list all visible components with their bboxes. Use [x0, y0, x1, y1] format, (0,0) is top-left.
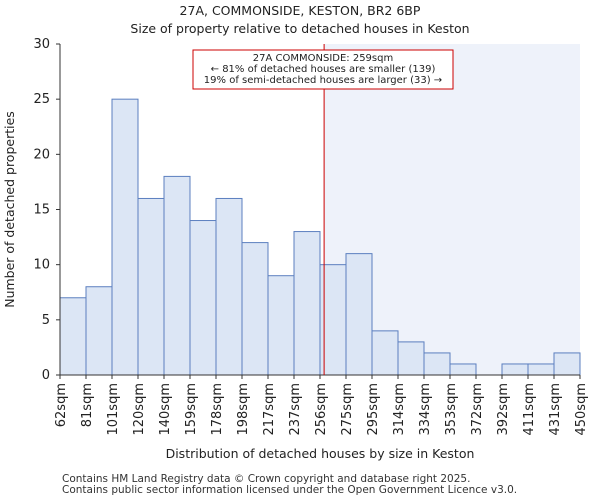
bar: [85, 286, 113, 376]
x-tick-label: 411sqm: [522, 383, 537, 436]
bar: [189, 220, 217, 376]
footer-copyright: Contains HM Land Registry data © Crown c…: [62, 473, 471, 485]
x-tick-label: 140sqm: [158, 383, 173, 436]
bar: [293, 231, 321, 376]
y-tick-label: 20: [33, 147, 50, 162]
annotation-box: [192, 49, 454, 90]
x-tick-label: 81sqm: [80, 383, 95, 427]
bar: [59, 297, 87, 376]
y-tick-label: 15: [33, 203, 50, 218]
bar: [267, 275, 295, 376]
x-tick-label: 159sqm: [184, 383, 199, 436]
x-tick-label: 256sqm: [314, 383, 329, 436]
x-tick-label: 120sqm: [132, 383, 147, 436]
annotation-text: 27A COMMONSIDE: 259sqm: [253, 53, 393, 64]
x-tick-label: 372sqm: [470, 383, 485, 436]
y-tick-label: 0: [42, 368, 50, 383]
y-tick-label: 5: [42, 313, 50, 328]
chart-subtitle: Size of property relative to detached ho…: [130, 21, 470, 36]
x-tick-label: 237sqm: [288, 383, 303, 436]
bar: [241, 242, 269, 376]
annotation-text: 19% of semi-detached houses are larger (…: [204, 75, 442, 86]
bar: [449, 363, 477, 376]
y-axis-label: Number of detached properties: [2, 111, 17, 308]
bar: [527, 363, 555, 376]
x-tick-label: 275sqm: [340, 383, 355, 436]
bar: [553, 352, 581, 376]
x-tick-label: 198sqm: [236, 383, 251, 436]
x-tick-label: 314sqm: [392, 383, 407, 436]
x-tick-label: 178sqm: [210, 383, 225, 436]
bar: [137, 197, 165, 376]
bar: [501, 363, 529, 376]
x-tick-label: 353sqm: [444, 383, 459, 436]
bar: [371, 330, 399, 376]
y-tick-label: 30: [33, 37, 50, 52]
y-tick-label: 10: [33, 258, 50, 273]
bar: [111, 98, 139, 376]
annotation-text: ← 81% of detached houses are smaller (13…: [211, 64, 436, 75]
bar: [397, 341, 425, 376]
x-tick-label: 431sqm: [548, 383, 563, 436]
x-tick-label: 62sqm: [54, 383, 69, 427]
x-tick-label: 101sqm: [106, 383, 121, 436]
y-tick-label: 25: [33, 92, 50, 107]
histogram-chart: 0 5 10 15 20 25 30 62sqm 81sqm 101sqm 120sqm 140sqm…: [2, 37, 589, 461]
bar: [345, 253, 373, 376]
x-tick-label: 217sqm: [262, 383, 277, 436]
bar: [163, 175, 191, 376]
x-tick-label: 295sqm: [366, 383, 381, 436]
bar: [215, 197, 243, 376]
x-axis-label: Distribution of detached houses by size …: [166, 446, 475, 461]
x-tick-label: 334sqm: [418, 383, 433, 436]
x-tick-label: 392sqm: [496, 383, 511, 436]
x-tick-label: 450sqm: [574, 383, 589, 436]
chart-title: 27A, COMMONSIDE, KESTON, BR2 6BP: [179, 3, 421, 18]
bar: [423, 352, 451, 376]
footer-licence: Contains public sector information licen…: [62, 484, 518, 496]
